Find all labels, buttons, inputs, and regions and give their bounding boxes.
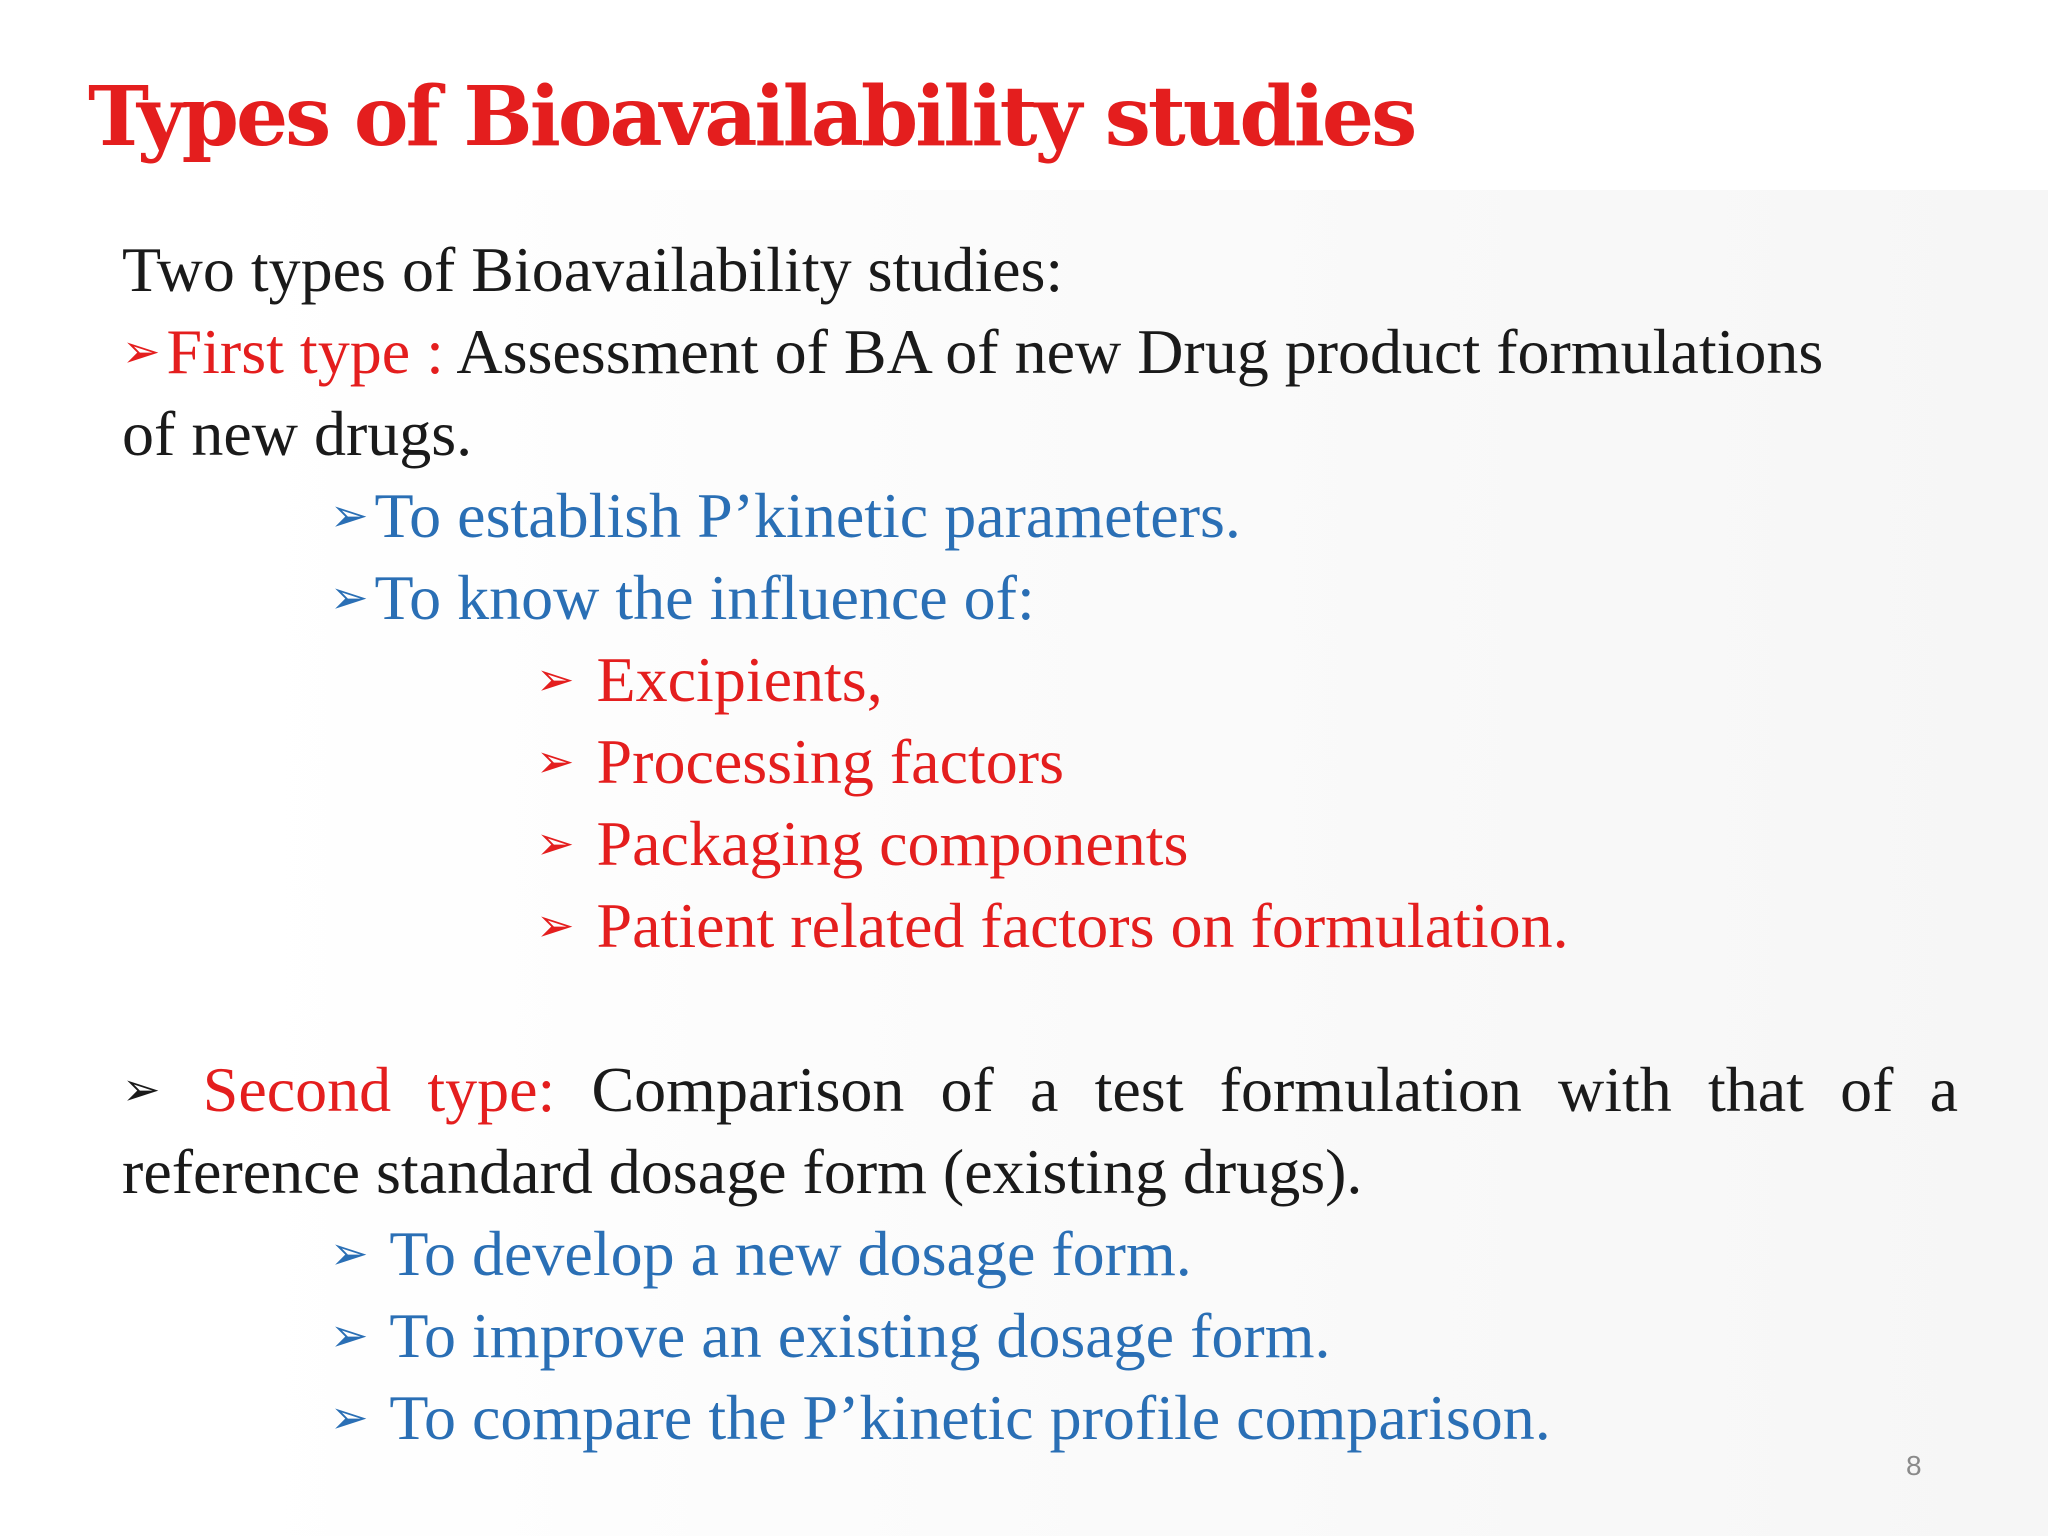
arrow-bullet-icon: ➢: [536, 734, 575, 788]
factor-item: ➢ Packaging components: [536, 812, 1188, 876]
second-subitem: ➢ To compare the P’kinetic profile compa…: [330, 1386, 1551, 1450]
slide-background: [240, 190, 2048, 1536]
second-subitem: ➢ To improve an existing dosage form.: [330, 1304, 1330, 1368]
page-number: 8: [1906, 1450, 1922, 1481]
factor-text: Excipients,: [596, 644, 883, 715]
arrow-bullet-icon: ➢: [330, 488, 369, 542]
first-type-line: ➢First type : Assessment of BA of new Dr…: [122, 320, 1823, 384]
first-type-text-continued: of new drugs.: [122, 398, 473, 469]
factor-text: Patient related factors on formulation.: [596, 890, 1569, 961]
arrow-bullet-icon: ➢: [536, 816, 575, 870]
first-subitem: ➢To know the influence of:: [330, 566, 1035, 630]
second-subitem-text: To develop a new dosage form.: [389, 1218, 1192, 1289]
first-type-label: First type :: [166, 316, 444, 387]
arrow-bullet-icon: ➢: [330, 570, 369, 624]
arrow-bullet-icon: ➢: [122, 1062, 161, 1116]
first-type-text: Assessment of BA of new Drug product for…: [456, 316, 1824, 387]
second-type-line: ➢ Second type: Comparison of a test form…: [122, 1058, 1958, 1122]
arrow-bullet-icon: ➢: [122, 324, 161, 378]
factor-text: Packaging components: [596, 808, 1189, 879]
second-type-label: Second type:: [202, 1054, 556, 1125]
factor-text: Processing factors: [596, 726, 1064, 797]
arrow-bullet-icon: ➢: [330, 1308, 369, 1362]
factor-item: ➢ Excipients,: [536, 648, 883, 712]
first-subitem-text: To know the influence of:: [374, 562, 1035, 633]
first-subitem: ➢To establish P’kinetic parameters.: [330, 484, 1241, 548]
arrow-bullet-icon: ➢: [330, 1390, 369, 1444]
second-subitem: ➢ To develop a new dosage form.: [330, 1222, 1192, 1286]
second-subitem-text: To compare the P’kinetic profile compari…: [389, 1382, 1551, 1453]
arrow-bullet-icon: ➢: [536, 652, 575, 706]
second-type-text: Comparison of a test formulation with th…: [591, 1054, 1959, 1125]
second-subitem-text: To improve an existing dosage form.: [389, 1300, 1331, 1371]
arrow-bullet-icon: ➢: [330, 1226, 369, 1280]
second-type-text-continued: reference standard dosage form (existing…: [122, 1136, 1363, 1207]
factor-item: ➢ Patient related factors on formulation…: [536, 894, 1569, 958]
arrow-bullet-icon: ➢: [536, 898, 575, 952]
intro-text: Two types of Bioavailability studies:: [122, 234, 1064, 305]
first-subitem-text: To establish P’kinetic parameters.: [374, 480, 1241, 551]
slide-title: Types of Bioavailability studies: [88, 69, 1417, 165]
factor-item: ➢ Processing factors: [536, 730, 1064, 794]
